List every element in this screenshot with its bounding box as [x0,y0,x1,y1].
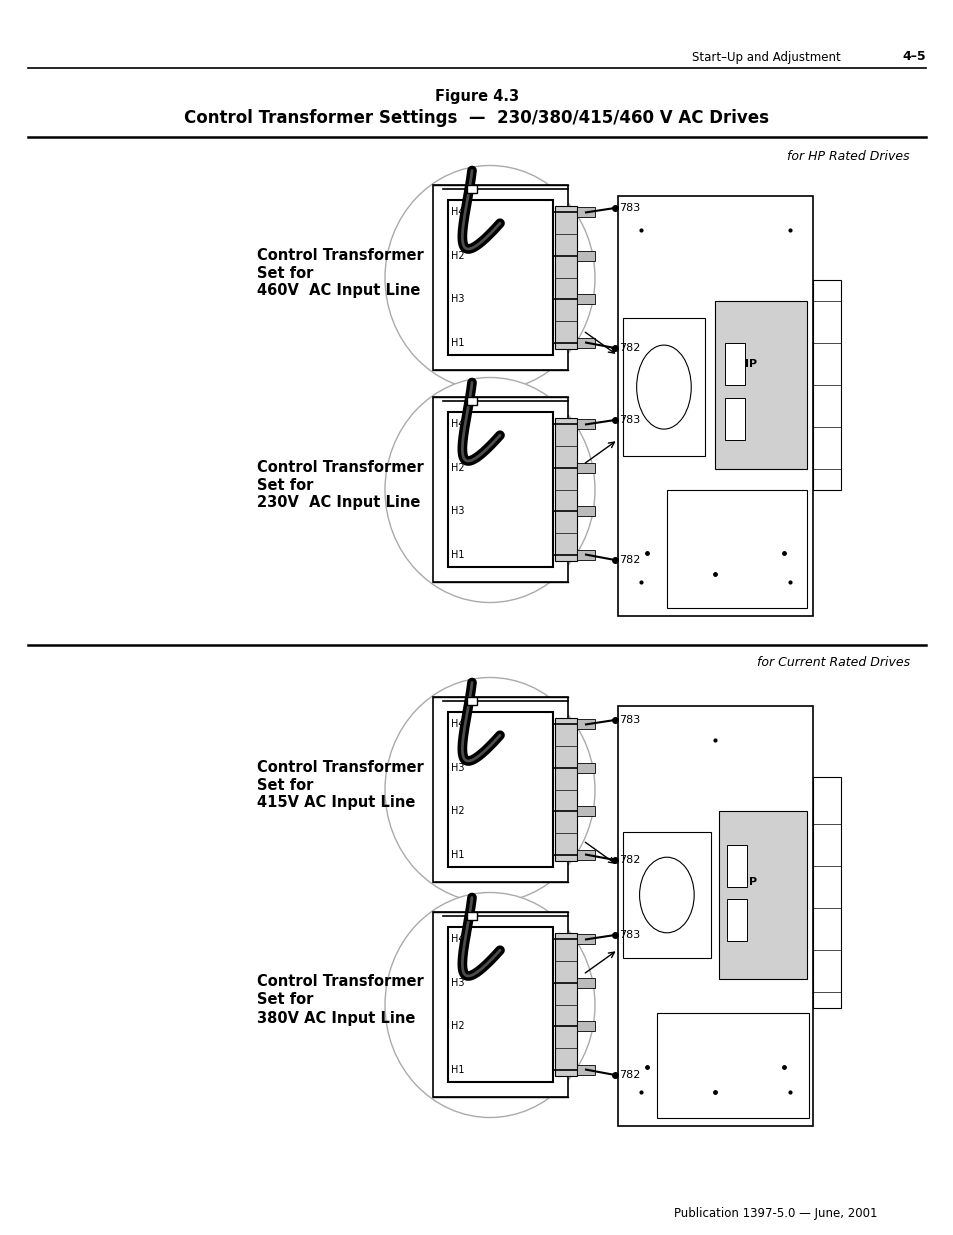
Text: 782: 782 [618,555,639,564]
Bar [577,763,595,773]
Bar [618,706,812,1126]
Bar [577,550,595,559]
Bar [577,1021,595,1031]
Text: Set for: Set for [256,778,313,793]
Bar [577,207,595,217]
Text: H1: H1 [451,1065,464,1074]
Bar [448,200,553,354]
Text: IP: IP [743,877,756,888]
Text: 230V  AC Input Line: 230V AC Input Line [256,495,420,510]
Text: H1: H1 [451,550,464,559]
Text: Control Transformer: Control Transformer [256,974,423,989]
Text: for Current Rated Drives: for Current Rated Drives [756,656,909,668]
Text: H3: H3 [451,506,464,516]
Bar [724,398,744,440]
Ellipse shape [385,678,595,903]
Bar [577,806,595,816]
Text: Set for: Set for [256,993,313,1008]
Text: 460V  AC Input Line: 460V AC Input Line [256,284,420,299]
Bar [577,1065,595,1074]
Bar [433,697,567,882]
Text: 783: 783 [618,415,639,425]
Text: IP: IP [743,359,756,369]
Text: 415V AC Input Line: 415V AC Input Line [256,795,415,810]
Text: Control Transformer: Control Transformer [256,459,423,474]
Bar [577,850,595,860]
Text: for HP Rated Drives: for HP Rated Drives [786,149,909,163]
Bar [719,811,806,979]
Text: 783: 783 [618,203,639,212]
Ellipse shape [385,165,595,390]
Bar [555,934,577,1076]
Bar [666,490,806,608]
Text: H4: H4 [451,420,464,430]
Bar [555,719,577,861]
Text: Control Transformer: Control Transformer [256,247,423,263]
Bar [467,911,476,920]
Text: 782: 782 [618,855,639,864]
Text: 782: 782 [618,1070,639,1079]
Bar [726,899,746,941]
Bar [577,463,595,473]
Bar [577,294,595,304]
Bar [618,196,812,616]
Bar [448,412,553,567]
Text: H3: H3 [451,294,464,304]
Bar [724,343,744,385]
Bar [467,697,476,704]
Bar [433,396,567,582]
Text: Publication 1397-5.0 — June, 2001: Publication 1397-5.0 — June, 2001 [674,1207,877,1219]
Bar [433,185,567,370]
Bar [577,506,595,516]
Text: H3: H3 [451,763,464,773]
Text: H4: H4 [451,935,464,945]
Text: H3: H3 [451,978,464,988]
Text: 782: 782 [618,343,639,353]
Bar [467,396,476,405]
Ellipse shape [385,378,595,603]
Bar [555,206,577,348]
Bar [622,832,710,958]
Text: H1: H1 [451,850,464,860]
Text: Control Transformer: Control Transformer [256,760,423,774]
Text: Control Transformer Settings  —  230/380/415/460 V AC Drives: Control Transformer Settings — 230/380/4… [184,109,769,127]
Bar [726,845,746,887]
Bar [448,927,553,1082]
Text: 783: 783 [618,715,639,725]
Bar [555,419,577,561]
Bar [448,713,553,867]
Text: H2: H2 [451,463,464,473]
Bar [577,251,595,261]
Text: Start–Up and Adjustment: Start–Up and Adjustment [691,51,840,63]
Text: 380V AC Input Line: 380V AC Input Line [256,1010,415,1025]
Text: Set for: Set for [256,266,313,280]
Bar [577,420,595,430]
Text: H1: H1 [451,337,464,347]
Text: 783: 783 [618,930,639,940]
Bar [577,720,595,730]
Bar [577,337,595,347]
Bar [467,184,476,193]
Bar [657,1013,808,1118]
Text: H4: H4 [451,720,464,730]
Text: Set for: Set for [256,478,313,493]
Text: H2: H2 [451,806,464,816]
Bar [433,911,567,1097]
Text: Figure 4.3: Figure 4.3 [435,89,518,105]
Text: H2: H2 [451,251,464,261]
Bar [577,978,595,988]
Bar [812,280,841,490]
Text: H2: H2 [451,1021,464,1031]
Text: 4–5: 4–5 [902,51,924,63]
Bar [812,777,841,1009]
Ellipse shape [385,893,595,1118]
Bar [622,317,704,457]
Text: H4: H4 [451,207,464,217]
Bar [715,301,806,469]
Bar [577,935,595,945]
